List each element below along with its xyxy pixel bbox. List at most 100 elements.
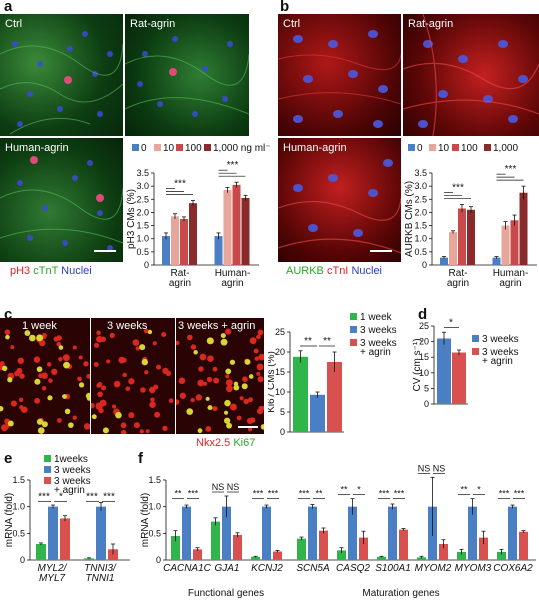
- micrograph-caption: Ctrl: [283, 18, 301, 30]
- nucleus-dot: [258, 353, 264, 361]
- chart-c-y-label: Ki67 CMs (%): [268, 351, 277, 413]
- nucleus-dot: [165, 370, 172, 377]
- nucleus-dot: [135, 346, 140, 351]
- chart-f-x-tick-label: SCN5A: [296, 563, 330, 574]
- stain-legend-c: Nkx2.5 Ki67: [196, 437, 255, 449]
- chart-a-legend-label: 10: [163, 143, 175, 154]
- chart-f-significance-label: ***: [379, 489, 390, 499]
- text-line: 3 weeks: [482, 347, 519, 358]
- chart-d-legend-label: 3 weeks: [482, 334, 519, 345]
- nucleus-dot: [51, 368, 58, 375]
- chart-f-bar: [297, 538, 306, 560]
- nucleus-dot: [122, 372, 127, 378]
- chart-e-bar: [48, 506, 58, 560]
- ki67-dot: [36, 334, 44, 342]
- stain-label: Nuclei: [351, 265, 383, 277]
- nucleus-dot: [257, 376, 264, 383]
- chart-f-bar: [262, 506, 271, 560]
- chart-a-y-tick-label: 0.5: [136, 247, 149, 257]
- chart-c-legend-swatch: [350, 339, 357, 346]
- nucleus-dot: [187, 334, 193, 341]
- nucleus-dot: [253, 348, 259, 354]
- nucleus-dot: [96, 382, 102, 388]
- micrograph-b-rat: Rat-agrin: [403, 14, 539, 136]
- chart-f-x-tick-label: MYOM3: [455, 563, 492, 574]
- micrograph-b-ctrl: Ctrl: [278, 14, 401, 136]
- chart-b-y-tick-label: 2.5: [414, 194, 427, 204]
- chart-f-significance-label: **: [315, 489, 323, 499]
- nucleus-dot: [199, 353, 207, 361]
- chart-f-x-tick-label: KCNJ2: [251, 563, 283, 574]
- chart-b-y-label: AURKB CMs (%): [404, 181, 415, 257]
- nucleus-dot: [206, 376, 213, 383]
- nucleus-dot: [16, 367, 23, 374]
- chart-a-y-label: pH3 CMs (%): [126, 189, 137, 249]
- nucleus-dot: [10, 345, 15, 350]
- chart-c-bar: [327, 362, 342, 432]
- chart-f-significance-label: NS: [227, 482, 240, 492]
- ki67-dot: [47, 395, 53, 401]
- chart-b-x-tick-label: Human-agrin: [493, 268, 529, 289]
- nucleus-dot: [248, 397, 253, 403]
- ki67-dot: [86, 396, 90, 401]
- nucleus-dot: [190, 344, 197, 350]
- chart-a-significance-label: ***: [227, 160, 239, 171]
- ki67-dot: [78, 382, 85, 388]
- chart-b-bar: [440, 257, 448, 265]
- nucleus-dot: [86, 373, 90, 379]
- chart-f-bar: [222, 506, 231, 560]
- nucleus-dot: [128, 412, 135, 419]
- stain-label: pH3: [10, 265, 31, 277]
- scale-bar: [94, 250, 116, 252]
- nucleus-dot: [33, 356, 41, 363]
- nucleus-dot: [10, 400, 17, 407]
- text-line: MYL2/: [38, 563, 68, 574]
- ki67-dot: [0, 405, 4, 412]
- tissue-texture: [0, 31, 123, 135]
- chart-f-bar: [359, 537, 368, 560]
- chart-f-bar: [308, 506, 317, 560]
- chart-f-y-tick-label: 0: [156, 555, 161, 565]
- chart-e-y-tick-label: 0: [20, 555, 25, 565]
- chart-e-x-tick-label: MYL2/MYL7: [38, 563, 68, 584]
- nucleus-dot: [249, 337, 257, 345]
- nucleus-dot: [254, 356, 260, 361]
- chart-a-legend-swatch: [132, 144, 139, 151]
- tissue-texture: [403, 14, 539, 136]
- micrograph-caption: Rat-agrin: [408, 18, 454, 30]
- chart-c-y-tick-label: 5: [280, 407, 285, 417]
- ki67-dot: [241, 383, 248, 390]
- nucleus-dot: [17, 357, 24, 364]
- nucleus-dot: [205, 425, 212, 432]
- nucleus-dot: [190, 398, 195, 403]
- ki67-dot: [260, 424, 264, 430]
- chart-e-legend-swatch: [44, 466, 51, 473]
- chart-a-y-tick-label: 1.5: [136, 221, 149, 231]
- text-line: Rat-: [449, 268, 468, 279]
- nucleus-dot: [154, 411, 161, 418]
- chart-f-x-tick-label: MYOM2: [415, 563, 452, 574]
- chart-f-significance-label: ***: [268, 489, 279, 499]
- micrograph-a-human: Human-agrin: [0, 138, 123, 262]
- ki67-dot: [115, 411, 122, 419]
- ki67-dot: [63, 361, 70, 369]
- chart-a-y-tick-label: 2.5: [136, 194, 149, 204]
- chart-f-y-tick-label: 0.5: [148, 528, 161, 538]
- micrograph-caption: 1 week: [22, 320, 57, 332]
- chart-f-bar: [377, 556, 386, 560]
- nucleus-dot: [38, 373, 43, 379]
- nucleus-dot: [106, 359, 111, 364]
- chart-f-x-tick-label: CACNA1C: [163, 563, 212, 574]
- chart-c-legend-label: 1 week: [360, 312, 393, 323]
- micrograph-c-3weeks-agrin: 3 weeks + agrin: [176, 318, 264, 434]
- nucleus-dot: [62, 354, 70, 362]
- ki67-dot: [29, 334, 36, 342]
- text-line: Human-: [215, 268, 251, 279]
- text-line: agrin: [499, 278, 521, 289]
- nucleus-dot: [246, 417, 254, 425]
- chart-f-y-tick-label: 1.0: [148, 502, 161, 512]
- nucleus-dot: [34, 397, 41, 404]
- chart-f-bar: [439, 544, 448, 560]
- chart-b-significance-label: ***: [452, 183, 464, 194]
- micrograph-caption: Rat-agrin: [130, 18, 176, 30]
